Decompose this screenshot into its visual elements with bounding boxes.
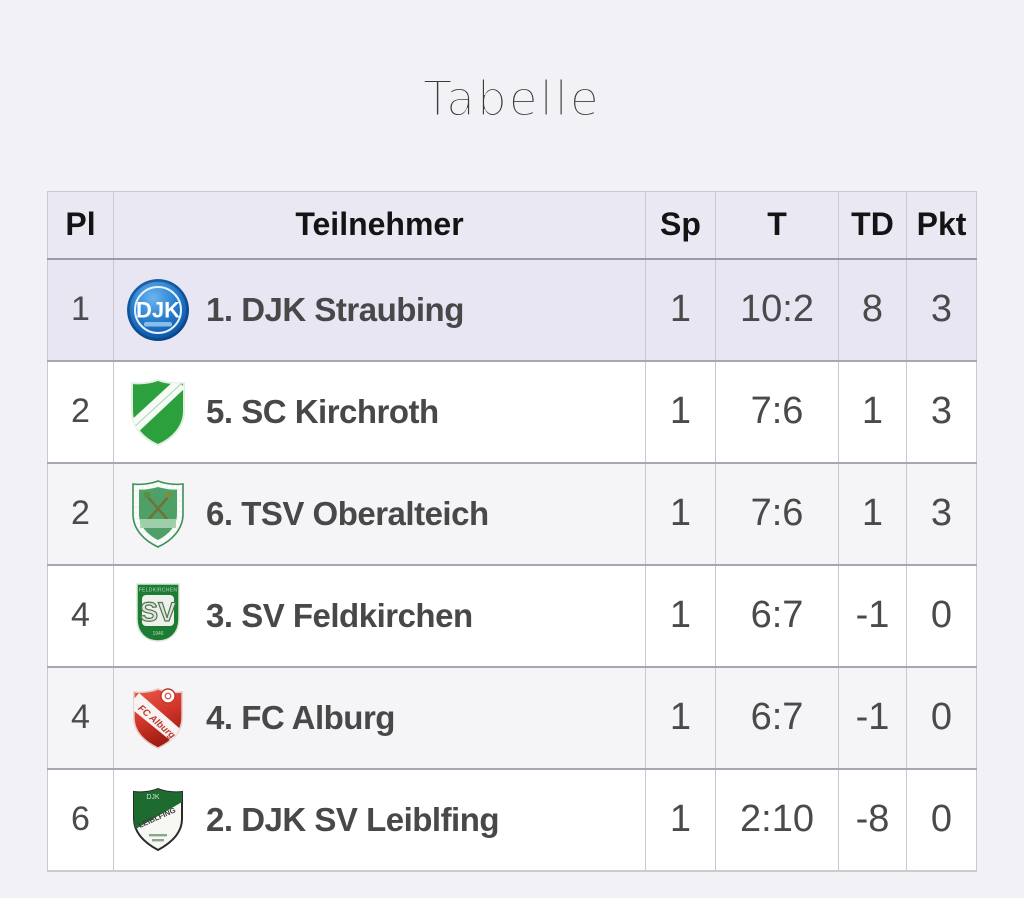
svg-text:1946: 1946: [152, 631, 163, 637]
table-row: 2: [47, 360, 977, 464]
rank-cell: 4: [47, 564, 114, 668]
pkt-cell: 0: [906, 564, 977, 668]
sc-kirchroth-badge-icon: [125, 373, 191, 451]
t-cell: 6:7: [715, 666, 839, 770]
td-cell: -1: [838, 564, 907, 668]
rank-cell: 1: [47, 258, 114, 362]
league-table: Pl Teilnehmer Sp T TD Pkt 1: [47, 191, 977, 872]
team-name: 6. TSV Oberalteich: [206, 494, 489, 532]
rank-cell: 2: [47, 462, 114, 566]
header-teilnehmer: Teilnehmer: [113, 191, 646, 260]
header-pkt: Pkt: [906, 191, 977, 260]
table-row: 4 FELDKIRCHEN SV 1946 3. SV Feldkirchen: [47, 564, 977, 668]
td-cell: -8: [838, 768, 907, 872]
pkt-cell: 3: [906, 360, 977, 464]
badge-text: SV: [140, 597, 176, 627]
td-cell: -1: [838, 666, 907, 770]
pkt-cell: 3: [906, 258, 977, 362]
team-cell[interactable]: DJK LEIBLFING 2. DJK SV Leiblfing: [113, 768, 646, 872]
pkt-cell: 3: [906, 462, 977, 566]
team-name: 2. DJK SV Leiblfing: [206, 800, 500, 838]
svg-text:DJK: DJK: [146, 794, 160, 801]
team-cell[interactable]: FELDKIRCHEN SV 1946 3. SV Feldkirchen: [113, 564, 646, 668]
team-cell[interactable]: DJK 1. DJK Straubing: [113, 258, 646, 362]
sv-feldkirchen-badge-icon: FELDKIRCHEN SV 1946: [125, 577, 191, 655]
t-cell: 2:10: [715, 768, 839, 872]
table-row: 6 DJK: [47, 768, 977, 872]
team-name: 4. FC Alburg: [206, 698, 395, 736]
table-row: 1: [47, 258, 977, 362]
pkt-cell: 0: [906, 666, 977, 770]
team-cell[interactable]: 5. SC Kirchroth: [113, 360, 646, 464]
sp-cell: 1: [645, 564, 716, 668]
pkt-cell: 0: [906, 768, 977, 872]
header-td: TD: [838, 191, 907, 260]
team-cell[interactable]: FC Alburg 4. FC Alburg: [113, 666, 646, 770]
table-row: 4: [47, 666, 977, 770]
header-sp: Sp: [645, 191, 716, 260]
rank-cell: 6: [47, 768, 114, 872]
team-name: 5. SC Kirchroth: [206, 392, 439, 430]
sp-cell: 1: [645, 258, 716, 362]
rank-cell: 2: [47, 360, 114, 464]
sp-cell: 1: [645, 462, 716, 566]
tsv-oberalteich-badge-icon: [125, 475, 191, 553]
td-cell: 8: [838, 258, 907, 362]
team-name: 1. DJK Straubing: [206, 290, 464, 328]
header-row: Pl Teilnehmer Sp T TD Pkt: [47, 191, 977, 260]
sp-cell: 1: [645, 768, 716, 872]
t-cell: 7:6: [715, 360, 839, 464]
djk-straubing-badge-icon: DJK: [125, 271, 191, 349]
team-cell[interactable]: 6. TSV Oberalteich: [113, 462, 646, 566]
td-cell: 1: [838, 462, 907, 566]
header-t: T: [715, 191, 839, 260]
header-pl: Pl: [47, 191, 114, 260]
sp-cell: 1: [645, 666, 716, 770]
svg-text:FELDKIRCHEN: FELDKIRCHEN: [139, 587, 178, 593]
t-cell: 10:2: [715, 258, 839, 362]
rank-cell: 4: [47, 666, 114, 770]
sp-cell: 1: [645, 360, 716, 464]
page-title: Tabelle: [423, 72, 601, 128]
t-cell: 7:6: [715, 462, 839, 566]
table-row: 2: [47, 462, 977, 566]
djk-sv-leiblfing-badge-icon: DJK LEIBLFING: [125, 781, 191, 859]
fc-alburg-badge-icon: FC Alburg: [125, 679, 191, 757]
badge-text: DJK: [136, 297, 180, 322]
td-cell: 1: [838, 360, 907, 464]
team-name: 3. SV Feldkirchen: [206, 596, 473, 634]
t-cell: 6:7: [715, 564, 839, 668]
